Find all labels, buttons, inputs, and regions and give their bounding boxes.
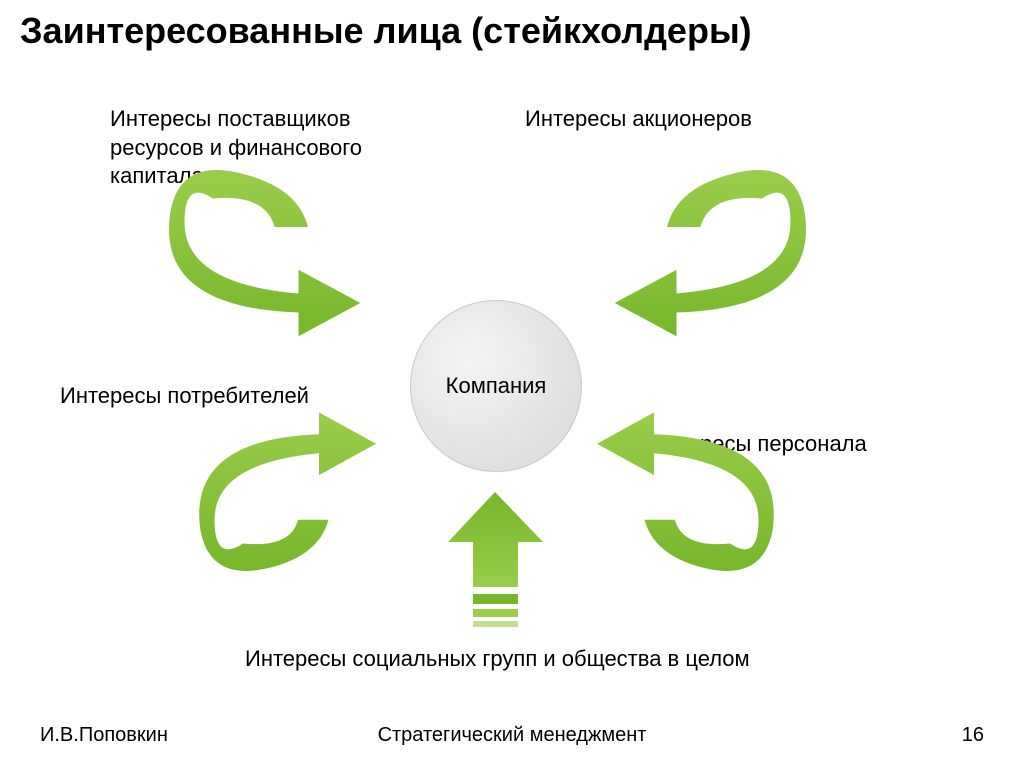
label-mid-left: Интересы потребителей [60, 382, 309, 411]
center-node: Компания [410, 300, 582, 472]
center-node-label: Компания [446, 373, 547, 399]
footer-page: 16 [962, 724, 984, 747]
arrow-top-right [595, 175, 825, 345]
arrow-bottom-straight [448, 492, 543, 632]
arrow-bottom-left [185, 412, 395, 567]
label-top-left-l2: ресурсов и финансового [110, 135, 362, 160]
slide-title: Заинтересованные лица (стейкхолдеры) [20, 10, 752, 52]
label-top-left-l1: Интересы поставщиков [110, 106, 351, 131]
label-bottom: Интересы социальных групп и общества в ц… [245, 645, 750, 674]
label-top-right: Интересы акционеров [525, 105, 752, 134]
arrow-top-left [150, 175, 380, 345]
slide: { "title": "Заинтересованные лица (стейк… [0, 0, 1024, 767]
footer-subject: Стратегический менеджмент [0, 724, 1024, 747]
arrow-bottom-right [578, 412, 788, 567]
